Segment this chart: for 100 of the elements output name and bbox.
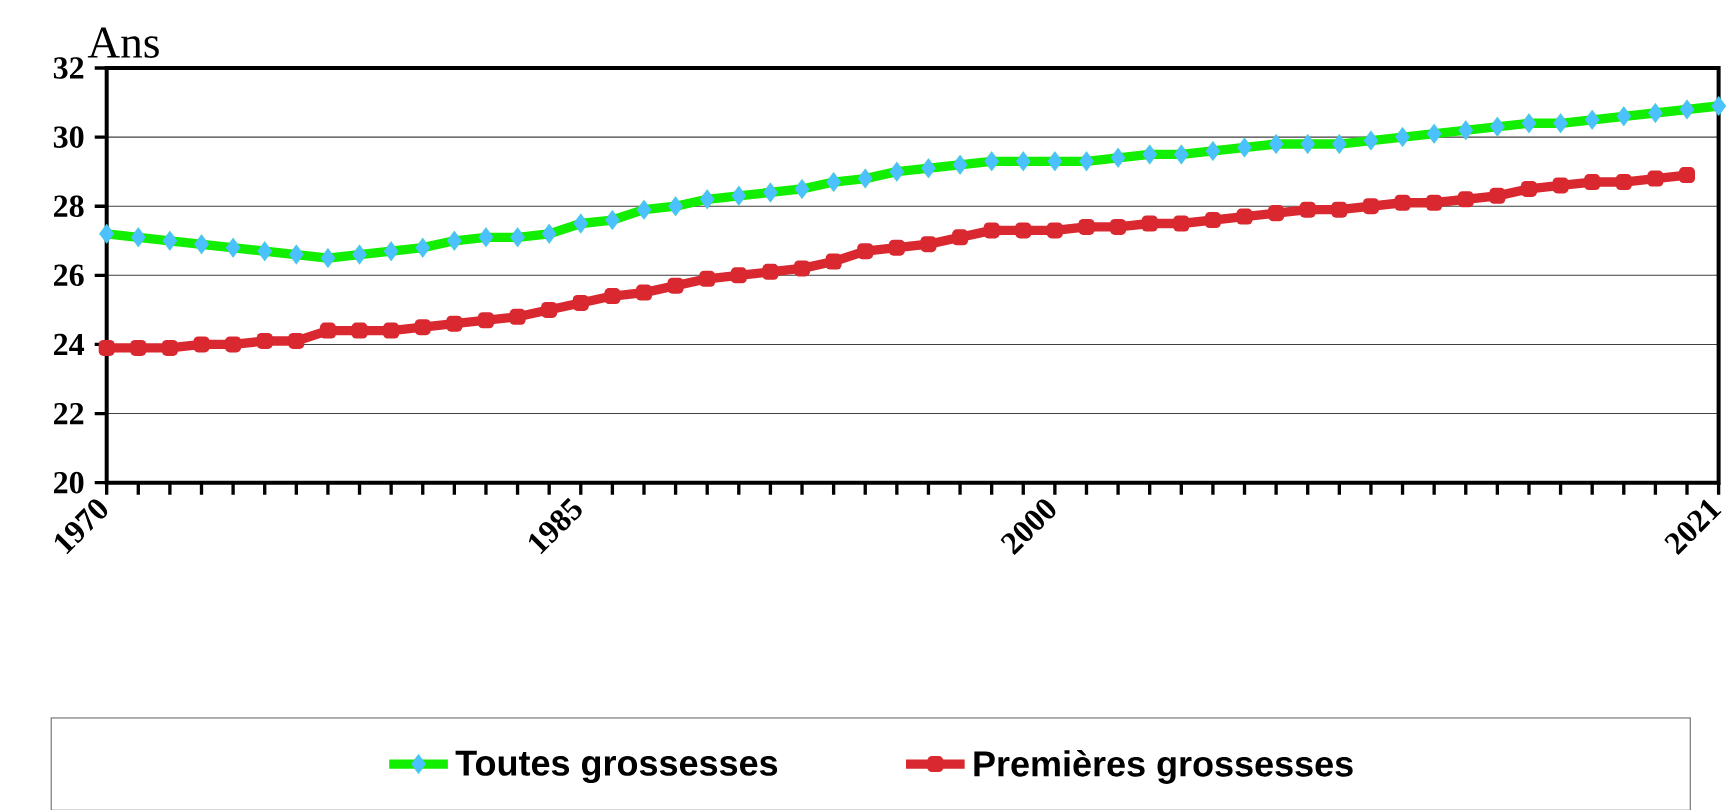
point — [1552, 177, 1569, 194]
point — [984, 151, 1000, 172]
point — [825, 253, 842, 270]
point — [731, 185, 747, 206]
point — [889, 161, 905, 182]
y-tick-label: 32 — [53, 57, 84, 79]
point — [1268, 205, 1285, 222]
point — [161, 339, 178, 356]
point — [1300, 133, 1316, 155]
point — [1362, 198, 1379, 215]
point — [1268, 133, 1284, 155]
point — [983, 222, 1000, 239]
point — [1110, 218, 1127, 235]
point — [1679, 99, 1695, 120]
y-axis-title: Ans — [87, 27, 159, 58]
point — [288, 332, 305, 349]
point — [383, 322, 400, 339]
point — [225, 237, 241, 258]
point — [1458, 120, 1474, 141]
point — [1711, 95, 1727, 117]
point — [99, 223, 115, 244]
point — [857, 243, 874, 260]
point — [1078, 151, 1095, 172]
point — [193, 336, 210, 353]
point — [857, 168, 873, 189]
point — [762, 263, 779, 280]
point — [1046, 222, 1063, 239]
y-tick-label: 24 — [54, 333, 85, 356]
point — [1394, 127, 1411, 148]
point — [794, 178, 810, 200]
point — [98, 339, 115, 356]
point — [1331, 201, 1348, 218]
point — [1647, 170, 1664, 187]
point — [541, 301, 558, 318]
point — [446, 315, 463, 332]
point — [1489, 116, 1505, 137]
point — [1553, 113, 1569, 134]
point — [794, 260, 811, 277]
point — [130, 339, 147, 356]
point — [415, 237, 431, 258]
point — [225, 336, 242, 353]
point — [320, 247, 336, 269]
point — [1015, 222, 1032, 239]
point — [1173, 144, 1189, 165]
point — [1204, 212, 1221, 229]
legend-label: Premières grossesses — [974, 749, 1353, 784]
point — [1647, 102, 1663, 123]
point — [572, 294, 589, 311]
legend-label: Toutes grossesses — [455, 750, 778, 784]
point — [1363, 130, 1379, 151]
point — [541, 223, 557, 244]
point — [414, 319, 431, 336]
point — [1489, 187, 1506, 204]
point — [478, 227, 494, 248]
point — [1426, 194, 1443, 211]
point — [1426, 123, 1442, 144]
point — [1236, 208, 1253, 225]
point — [888, 239, 905, 256]
point — [1173, 215, 1190, 232]
point — [762, 182, 778, 203]
point — [351, 244, 368, 265]
point — [162, 230, 178, 251]
point — [1078, 218, 1095, 235]
point — [1047, 151, 1063, 172]
point — [1236, 137, 1253, 158]
point — [1521, 113, 1537, 134]
y-tick-label: 26 — [54, 264, 84, 287]
point — [1584, 174, 1601, 191]
point — [604, 209, 620, 231]
point — [1110, 147, 1126, 168]
point — [952, 154, 968, 175]
y-tick-label: 30 — [53, 126, 84, 148]
point — [1331, 133, 1347, 155]
point — [257, 241, 273, 262]
point — [383, 241, 399, 262]
point — [573, 213, 589, 234]
y-tick-label: 28 — [54, 195, 84, 218]
point — [1015, 151, 1031, 172]
point — [1299, 201, 1316, 218]
point — [1584, 109, 1600, 130]
point — [1616, 106, 1632, 127]
point — [256, 332, 273, 349]
y-tick-label: 20 — [54, 471, 84, 494]
point — [1679, 167, 1696, 184]
point — [699, 270, 716, 287]
y-tick-label: 22 — [54, 402, 84, 425]
point — [730, 267, 747, 284]
point — [446, 230, 462, 251]
point — [1142, 144, 1158, 165]
point — [509, 308, 526, 325]
point — [667, 277, 684, 294]
point — [1520, 180, 1537, 197]
point — [920, 158, 937, 179]
point — [130, 227, 146, 248]
point — [1615, 174, 1632, 191]
point — [288, 244, 304, 265]
point — [319, 322, 336, 339]
point — [1141, 215, 1158, 232]
point — [351, 322, 368, 339]
point — [1457, 191, 1474, 208]
